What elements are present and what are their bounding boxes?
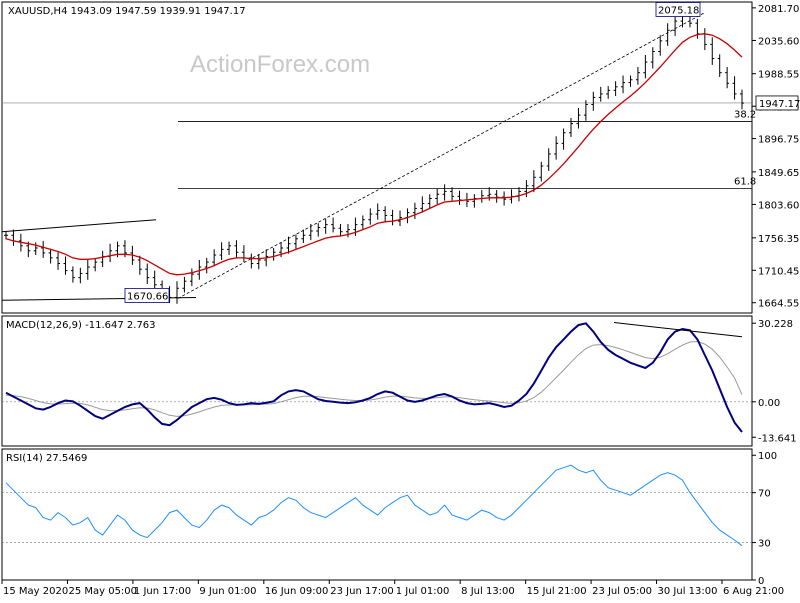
- x-tick-label: 15 Jul 21:00: [527, 586, 587, 597]
- rsi-tick-label: 100: [758, 451, 777, 462]
- rsi-tick-label: 70: [758, 489, 771, 500]
- price-tick-label: 1664.55: [758, 299, 799, 310]
- x-tick-label: 25 May 05:00: [68, 586, 137, 597]
- price-tick-label: 1849.65: [758, 168, 799, 179]
- high-label-box: [655, 2, 701, 17]
- fib-618-label: 61.8: [734, 177, 756, 188]
- price-tick-label: 2081.70: [758, 4, 799, 15]
- macd-tick-label: 0.00: [758, 398, 780, 409]
- rsi-line: [5, 464, 743, 547]
- current-price-box: [755, 95, 799, 111]
- macd-line: [5, 322, 743, 433]
- current-price-label: 1947.17: [759, 99, 800, 110]
- x-tick-label: 8 Jul 13:00: [461, 586, 515, 597]
- price-pane-frame: [1, 1, 753, 314]
- macd-pane-frame: [1, 315, 753, 447]
- low-label-box: [124, 287, 170, 303]
- price-tick-label: 1710.45: [758, 266, 799, 277]
- upper-channel-line: [1, 219, 157, 233]
- price-tick-label: 1988.55: [758, 70, 799, 81]
- moving-average-line: [5, 33, 743, 276]
- x-tick-label: 1 Jun 17:00: [134, 586, 191, 597]
- macd-tick-label: -13.641: [758, 433, 797, 444]
- x-tick-label: 30 Jul 13:00: [658, 586, 718, 597]
- x-tick-label: 23 Jul 05:00: [592, 586, 652, 597]
- macd-header: MACD(12,26,9) -11.647 2.763: [6, 320, 156, 331]
- watermark: ActionForex.com: [190, 51, 370, 78]
- rsi-header: RSI(14) 27.5469: [6, 453, 87, 464]
- x-tick-label: 6 Aug 21:00: [723, 586, 784, 597]
- macd-signal-line: [5, 340, 743, 417]
- x-tick-label: 1 Jul 01:00: [396, 586, 450, 597]
- price-tick-label: 1803.60: [758, 200, 799, 211]
- low-label: 1670.66: [127, 291, 168, 302]
- rsi-pane-frame: [1, 448, 753, 581]
- x-tick-label: 15 May 2020: [3, 586, 68, 597]
- price-header: XAUUSD,H4 1943.09 1947.59 1939.91 1947.1…: [8, 6, 246, 17]
- rsi-tick-label: 30: [758, 539, 771, 550]
- x-tick-label: 16 Jun 09:00: [265, 586, 329, 597]
- price-tick-label: 1756.35: [758, 234, 799, 245]
- high-label: 2075.18: [658, 5, 699, 16]
- macd-tick-label: 30.228: [758, 319, 793, 330]
- price-tick-label: 1896.75: [758, 135, 799, 146]
- x-tick-label: 9 Jun 01:00: [199, 586, 256, 597]
- price-tick-label: 2035.60: [758, 36, 799, 47]
- macd-divergence-line: [613, 322, 743, 338]
- rsi-tick-label: 0: [758, 576, 764, 587]
- fib-382-label: 38.2: [734, 109, 756, 120]
- x-tick-label: 23 Jun 17:00: [330, 586, 394, 597]
